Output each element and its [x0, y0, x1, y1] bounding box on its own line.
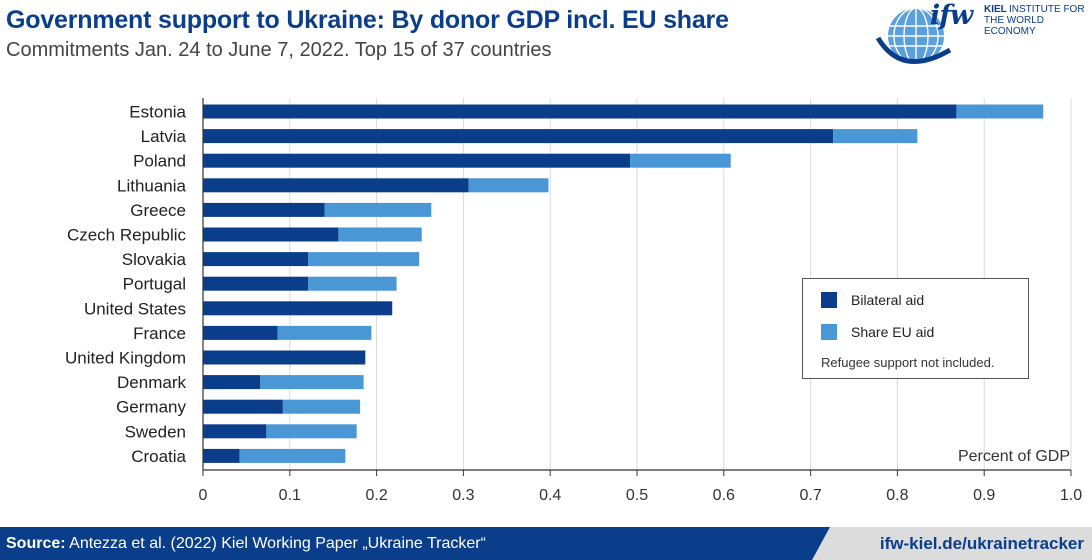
source-footer: Source: Antezza et al. (2022) Kiel Worki… [0, 527, 830, 560]
bar-bilateral [203, 350, 366, 365]
category-label: Denmark [117, 373, 186, 392]
x-tick-label: 1.0 [1060, 487, 1082, 504]
globe-icon [875, 8, 952, 65]
x-tick-label: 0.1 [279, 487, 301, 504]
x-tick-label: 0.8 [886, 487, 908, 504]
category-label: Estonia [129, 103, 186, 122]
bar-bilateral [203, 301, 393, 316]
bar-bilateral [203, 424, 267, 439]
logo-kiel: KIEL [984, 4, 1007, 15]
bar-eu-share [282, 399, 361, 414]
source-url-link[interactable]: ifw-kiel.de/ukrainetracker [879, 534, 1084, 553]
bar-bilateral [203, 399, 283, 414]
legend-item-bilateral: Bilateral aid [821, 292, 924, 308]
axes: 0 0.1 0.2 0.3 0.4 0.5 0.6 0.7 0.8 0.9 1.0 Estonia La… [65, 98, 1082, 504]
x-tick-label: 0.5 [626, 487, 648, 504]
bar-bilateral [203, 227, 339, 242]
bar-bilateral [203, 153, 631, 168]
bars [203, 104, 1044, 463]
category-label: United States [84, 299, 186, 318]
source-label: Source: [6, 535, 66, 552]
bar-eu-share [833, 129, 918, 144]
bar-bilateral [203, 448, 240, 463]
bar-bilateral [203, 129, 834, 144]
bar-eu-share [266, 424, 357, 439]
bar-eu-share [630, 153, 731, 168]
category-label: Germany [116, 398, 186, 417]
bar-bilateral [203, 252, 309, 267]
bar-bilateral [203, 104, 957, 119]
x-tick-label: 0.3 [452, 487, 474, 504]
x-tick-label: 0.9 [973, 487, 995, 504]
legend-swatch-bilateral [821, 292, 837, 308]
legend-item-eu-share: Share EU aid [821, 324, 934, 340]
bar-bilateral [203, 325, 278, 340]
category-label: Croatia [131, 447, 186, 466]
category-label: Czech Republic [67, 226, 187, 245]
bar-eu-share [239, 448, 346, 463]
bar-bilateral [203, 375, 261, 390]
x-tick-label: 0.7 [799, 487, 821, 504]
chart-title: Government support to Ukraine: By donor … [6, 6, 729, 34]
x-tick-label: 0.6 [713, 487, 735, 504]
ifw-logo: ifw KIEL INSTITUTE FOR THE WORLD ECONOMY [872, 0, 1087, 75]
legend: Bilateral aid Share EU aid Refugee suppo… [802, 278, 1029, 379]
x-axis-label: Percent of GDP [958, 448, 1070, 465]
bar-eu-share [338, 227, 422, 242]
bar-eu-share [468, 178, 549, 193]
bar-eu-share [956, 104, 1044, 119]
category-label: France [133, 324, 186, 343]
ifw-wordmark: ifw [930, 0, 973, 31]
bar-bilateral [203, 276, 309, 291]
x-tick-label: 0.4 [539, 487, 561, 504]
legend-swatch-eu-share [821, 324, 837, 340]
category-label: Sweden [125, 422, 186, 441]
bar-bilateral [203, 202, 325, 217]
legend-note: Refugee support not included. [821, 355, 995, 370]
x-tick-label: 0.2 [365, 487, 387, 504]
x-tick-label: 0 [199, 487, 208, 504]
category-label: Latvia [141, 127, 187, 146]
bar-eu-share [324, 202, 432, 217]
category-label: Slovakia [122, 250, 187, 269]
bar-eu-share [260, 375, 364, 390]
chart-subtitle: Commitments Jan. 24 to June 7, 2022. Top… [6, 39, 552, 61]
url-footer: ifw-kiel.de/ukrainetracker [812, 527, 1092, 560]
category-label: Poland [133, 152, 186, 171]
bar-eu-share [277, 325, 372, 340]
bar-bilateral [203, 178, 469, 193]
bar-eu-share [308, 252, 420, 267]
category-label: United Kingdom [65, 349, 186, 368]
legend-label-eu-share: Share EU aid [851, 324, 935, 340]
category-label: Greece [130, 201, 186, 220]
category-label: Portugal [123, 275, 186, 294]
category-label: Lithuania [117, 176, 187, 195]
logo-institute: INSTITUTE FOR [1009, 4, 1085, 15]
source-text: Antezza et al. (2022) Kiel Working Paper… [65, 535, 486, 552]
logo-world-economy: THE WORLD ECONOMY [984, 15, 1044, 37]
bar-eu-share [308, 276, 397, 291]
bar-chart: 0 0.1 0.2 0.3 0.4 0.5 0.6 0.7 0.8 0.9 1.0 Estonia La… [65, 98, 1082, 504]
legend-label-bilateral: Bilateral aid [851, 292, 925, 308]
